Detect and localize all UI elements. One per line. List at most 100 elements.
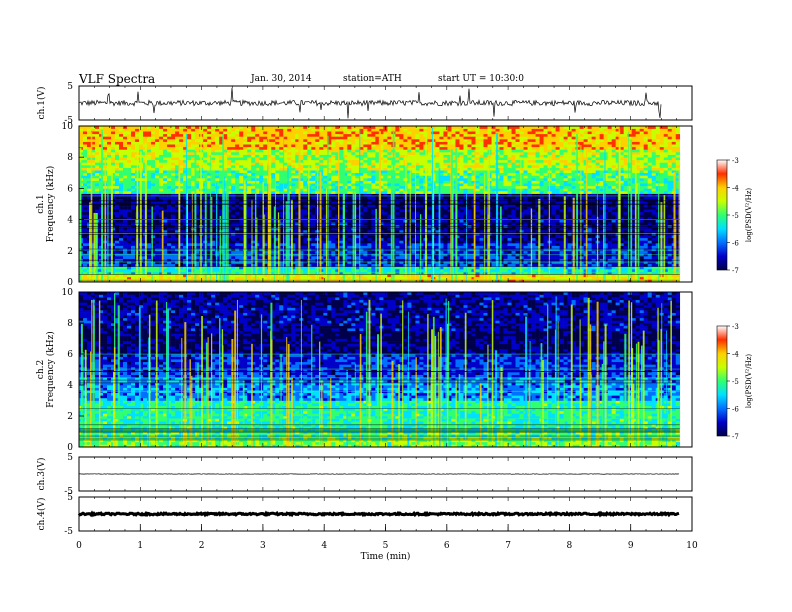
spectrogram-cell bbox=[603, 248, 608, 252]
spectrogram-cell bbox=[519, 237, 524, 241]
spectrogram-cell bbox=[367, 237, 372, 241]
spectrogram-cell bbox=[519, 198, 524, 202]
spectrogram-cell bbox=[231, 266, 236, 270]
spectrogram-cell bbox=[343, 222, 348, 226]
spectrogram-cell bbox=[251, 276, 256, 280]
spectrogram-cell bbox=[99, 227, 104, 231]
spectrogram-cell bbox=[175, 237, 180, 241]
spectrogram-cell bbox=[311, 266, 316, 270]
spectrogram-cell bbox=[675, 206, 681, 210]
spectrogram-cell bbox=[339, 232, 344, 236]
spectrogram-cell bbox=[447, 227, 452, 231]
spectrogram-cell bbox=[471, 243, 476, 246]
spectrogram-cell bbox=[183, 230, 188, 233]
spectrogram-cell bbox=[507, 227, 512, 231]
spectrogram-cell bbox=[475, 206, 480, 210]
spectrogram-cell bbox=[663, 276, 669, 280]
spectrogram-cell bbox=[99, 271, 104, 275]
spectrogram-cell bbox=[303, 235, 308, 239]
spectrogram-cell bbox=[195, 211, 200, 215]
spectrogram-cell bbox=[631, 269, 636, 272]
spectrogram-cell bbox=[191, 253, 196, 257]
spectrogram-cell bbox=[647, 198, 652, 202]
spectrogram-cell bbox=[387, 263, 392, 267]
spectrogram-cell bbox=[515, 263, 520, 267]
spectrogram-cell bbox=[443, 250, 448, 254]
spectrogram-cell bbox=[331, 245, 336, 249]
spectrogram-cell bbox=[631, 235, 636, 239]
spectrogram-cell bbox=[491, 211, 496, 215]
spectrogram-cell bbox=[183, 256, 188, 259]
spectrogram-cell bbox=[271, 274, 276, 278]
spectrogram-cell bbox=[643, 266, 648, 270]
spectrogram-cell bbox=[263, 245, 268, 249]
spectrogram-cell bbox=[335, 276, 340, 280]
spectrogram-cell bbox=[251, 271, 256, 275]
spectrogram-cell bbox=[643, 201, 648, 205]
spectrogram-cell bbox=[99, 201, 104, 205]
spectrogram-cell bbox=[599, 250, 604, 254]
spectrogram-cell bbox=[379, 204, 384, 207]
spectrogram-cell bbox=[159, 256, 164, 259]
spectrogram-cell bbox=[187, 209, 192, 213]
spectrogram-cell bbox=[111, 263, 116, 267]
spectrogram-cell bbox=[639, 224, 644, 228]
spectrogram-cell bbox=[387, 253, 392, 257]
spectrogram-cell bbox=[539, 276, 544, 280]
spectrogram-cell bbox=[347, 274, 352, 278]
spectrogram-cell bbox=[155, 245, 160, 249]
spectrogram-cell bbox=[131, 269, 136, 272]
spectrogram-cell bbox=[467, 250, 472, 254]
spectrogram-cell bbox=[195, 266, 200, 270]
spectrogram-cell bbox=[663, 245, 669, 249]
spectrogram-cell bbox=[159, 204, 164, 207]
spectrogram-cell bbox=[107, 253, 112, 257]
spectrogram-cell bbox=[623, 211, 628, 215]
spectrogram-cell bbox=[99, 269, 104, 272]
spectrogram-cell bbox=[375, 224, 380, 228]
spectrogram-cell bbox=[271, 269, 276, 272]
spectrogram-cell bbox=[543, 266, 548, 270]
spectrogram-cell bbox=[119, 204, 124, 207]
spectrogram-cell bbox=[483, 232, 488, 236]
spectrogram-cell bbox=[231, 235, 236, 239]
spectrogram-cell bbox=[419, 269, 424, 272]
spectrogram-cell bbox=[251, 274, 256, 278]
spectrogram-cell bbox=[231, 263, 236, 267]
spectrogram-cell bbox=[479, 211, 484, 215]
spectrogram-cell bbox=[179, 263, 184, 267]
spectrogram-cell bbox=[387, 245, 392, 249]
spectrogram-cell bbox=[523, 269, 528, 272]
spectrogram-cell bbox=[239, 235, 244, 239]
spectrogram-cell bbox=[451, 269, 456, 272]
spectrogram-cell bbox=[383, 248, 388, 252]
spectrogram-cell bbox=[95, 196, 100, 200]
spectrogram-cell bbox=[311, 256, 316, 259]
spectrogram-cell bbox=[167, 219, 172, 223]
spectrogram-cell bbox=[223, 276, 228, 280]
spectrogram-cell bbox=[175, 224, 180, 228]
spectrogram-cell bbox=[559, 250, 564, 254]
spectrogram-cell bbox=[543, 261, 548, 265]
spectrogram-cell bbox=[675, 209, 681, 213]
spectrogram-cell bbox=[219, 243, 224, 246]
spectrogram-cell bbox=[503, 269, 508, 272]
spectrogram-cell bbox=[223, 266, 228, 270]
spectrogram-cell bbox=[175, 256, 180, 259]
spectrogram-cell bbox=[535, 204, 540, 207]
spectrogram-cell bbox=[415, 196, 420, 200]
spectrogram-cell bbox=[355, 196, 360, 200]
spectrogram-cell bbox=[155, 227, 160, 231]
spectrogram-cell bbox=[483, 253, 488, 257]
spectrogram-cell bbox=[663, 248, 669, 252]
spectrogram-cell bbox=[251, 224, 256, 228]
spectrogram-cell bbox=[355, 271, 360, 275]
spectrogram-cell bbox=[527, 274, 532, 278]
spectrogram-cell bbox=[327, 214, 332, 218]
spectrogram-cell bbox=[295, 219, 300, 223]
spectrogram-cell bbox=[215, 248, 220, 252]
spectrogram-cell bbox=[215, 209, 220, 213]
spectrogram-cell bbox=[375, 276, 380, 280]
spectrogram-cell bbox=[179, 204, 184, 207]
spectrogram-cell bbox=[435, 266, 440, 270]
